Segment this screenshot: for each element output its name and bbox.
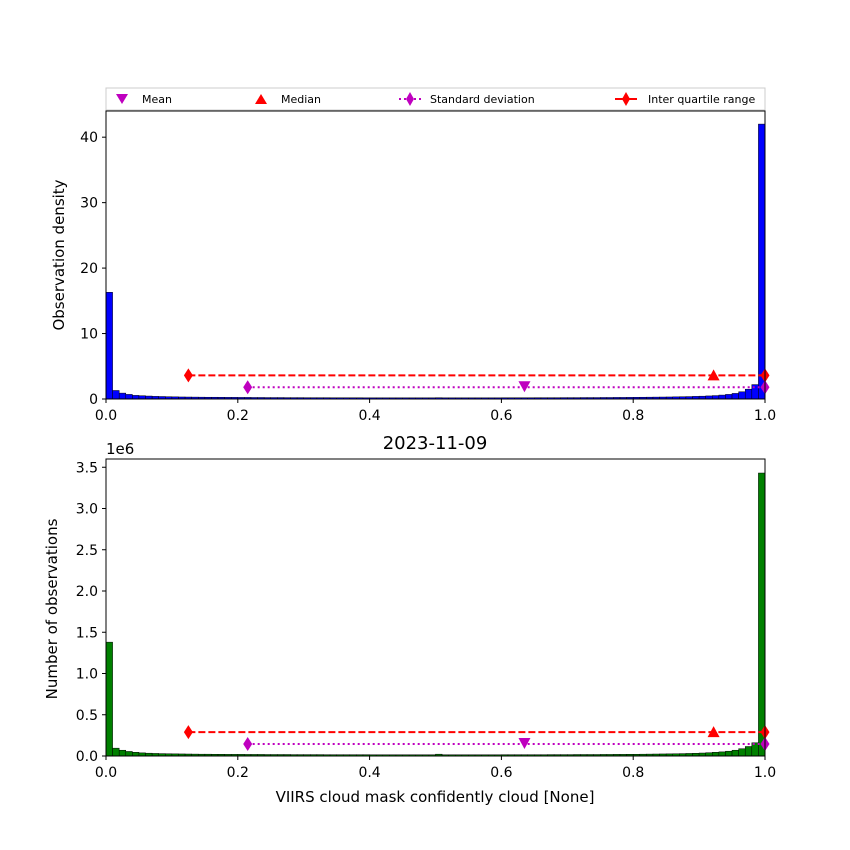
density-bar bbox=[738, 391, 746, 400]
count-bar bbox=[758, 472, 766, 757]
legend: Mean Median Standard deviation Inter qua… bbox=[105, 87, 766, 111]
count-x-axis-label: VIIRS cloud mask confidently cloud [None… bbox=[276, 788, 595, 806]
count-median-marker bbox=[707, 726, 720, 738]
density-bar bbox=[731, 393, 739, 400]
density-histogram-panel: 0.0 0.2 0.4 0.6 0.8 1.0 0 10 20 30 40 Observation… bbox=[50, 110, 776, 424]
density-bar bbox=[132, 395, 140, 400]
density-x-tick-label: 0.2 bbox=[227, 408, 249, 424]
count-y-tick-label: 0.0 bbox=[76, 749, 98, 765]
density-std-marker bbox=[243, 380, 253, 395]
density-x-tick-label: 0.4 bbox=[358, 408, 380, 424]
count-y-tick-label: 3.5 bbox=[76, 460, 98, 476]
std-legend-marker bbox=[406, 92, 414, 106]
density-y-ticks: 0 10 20 30 40 bbox=[80, 130, 106, 408]
count-x-tick-label: 1.0 bbox=[754, 765, 776, 781]
count-bar bbox=[118, 749, 127, 757]
iqr-legend-marker bbox=[622, 92, 630, 106]
count-bar bbox=[105, 641, 113, 757]
density-iqr-marker bbox=[183, 368, 193, 383]
density-bar bbox=[712, 395, 720, 400]
density-bar bbox=[105, 292, 113, 400]
density-mean-marker bbox=[518, 381, 531, 393]
density-y-tick-label: 30 bbox=[80, 196, 98, 212]
count-bar bbox=[731, 749, 739, 757]
count-bar bbox=[738, 748, 746, 757]
count-y-tick-label: 2.5 bbox=[76, 543, 98, 559]
density-bar bbox=[744, 388, 753, 400]
mean-legend-marker bbox=[116, 94, 128, 104]
density-y-tick-label: 10 bbox=[80, 327, 98, 343]
count-y-ticks: 0.0 0.5 1.0 1.5 2.0 2.5 3.0 3.5 bbox=[76, 460, 106, 765]
count-axes-frame bbox=[105, 458, 766, 757]
density-bar bbox=[112, 390, 120, 400]
density-bar bbox=[758, 123, 766, 400]
density-x-tick-label: 0.6 bbox=[490, 408, 512, 424]
density-x-tick-label: 1.0 bbox=[754, 408, 776, 424]
density-bar bbox=[125, 394, 133, 400]
count-bar bbox=[725, 750, 733, 757]
density-median-marker bbox=[707, 369, 720, 381]
density-y-axis-label: Observation density bbox=[50, 179, 68, 330]
count-y-tick-label: 3.0 bbox=[76, 502, 98, 518]
count-histogram-panel: 2023-11-09 1e6 0.0 0.2 0.4 0.6 0.8 1.0 0.0 0.5… bbox=[43, 433, 776, 806]
count-mean-marker bbox=[518, 738, 531, 750]
count-y-tick-label: 1.5 bbox=[76, 625, 98, 641]
density-bars bbox=[105, 123, 766, 400]
count-x-tick-label: 0.8 bbox=[622, 765, 644, 781]
density-bar bbox=[725, 394, 733, 400]
density-bar bbox=[118, 392, 127, 400]
density-axes-frame bbox=[105, 110, 766, 400]
density-x-tick-label: 0.8 bbox=[622, 408, 644, 424]
count-iqr-marker bbox=[183, 725, 193, 740]
density-x-ticks: 0.0 0.2 0.4 0.6 0.8 1.0 bbox=[95, 399, 776, 424]
count-bar bbox=[744, 746, 753, 757]
bottom-panel-title: 2023-11-09 bbox=[383, 433, 488, 454]
density-y-tick-label: 20 bbox=[80, 261, 98, 277]
count-x-tick-label: 0.6 bbox=[490, 765, 512, 781]
legend-label-median: Median bbox=[281, 93, 321, 106]
count-statistics-overlay bbox=[183, 725, 770, 752]
count-y-axis-label: Number of observations bbox=[43, 518, 61, 699]
count-y-tick-label: 1.0 bbox=[76, 667, 98, 683]
count-bar bbox=[718, 751, 726, 757]
legend-label-iqr: Inter quartile range bbox=[648, 93, 755, 106]
count-x-tick-label: 0.2 bbox=[227, 765, 249, 781]
count-bar bbox=[125, 751, 133, 757]
density-x-tick-label: 0.0 bbox=[95, 408, 117, 424]
count-bars bbox=[105, 472, 766, 757]
count-x-ticks: 0.0 0.2 0.4 0.6 0.8 1.0 bbox=[95, 756, 776, 781]
count-x-tick-label: 0.4 bbox=[358, 765, 380, 781]
count-x-tick-label: 0.0 bbox=[95, 765, 117, 781]
count-y-tick-label: 0.5 bbox=[76, 708, 98, 724]
density-bar bbox=[718, 394, 726, 400]
density-y-tick-label: 0 bbox=[89, 392, 98, 408]
count-bar bbox=[712, 752, 720, 757]
count-bar bbox=[112, 747, 120, 757]
count-y-tick-label: 2.0 bbox=[76, 584, 98, 600]
density-y-tick-label: 40 bbox=[80, 130, 98, 146]
median-legend-marker bbox=[255, 94, 267, 104]
legend-label-mean: Mean bbox=[142, 93, 172, 106]
count-y-scale-label: 1e6 bbox=[106, 440, 134, 458]
legend-label-std: Standard deviation bbox=[430, 93, 535, 106]
count-bar bbox=[132, 752, 140, 757]
count-std-marker bbox=[243, 737, 253, 752]
legend-frame bbox=[105, 87, 766, 111]
